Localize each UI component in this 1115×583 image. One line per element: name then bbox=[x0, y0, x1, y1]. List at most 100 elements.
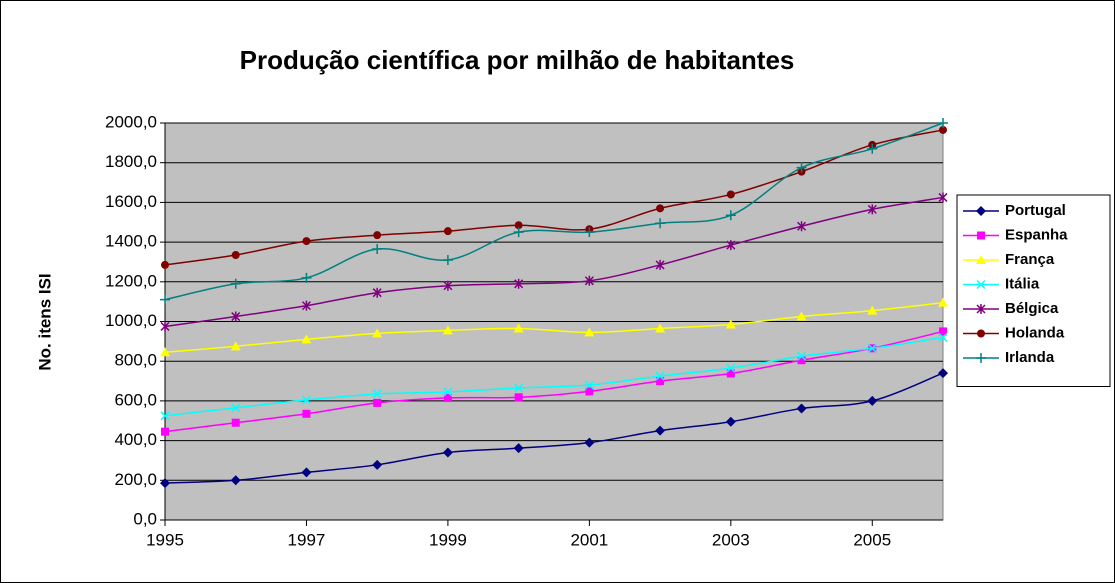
y-tick-label: 0,0 bbox=[133, 509, 157, 528]
series-line bbox=[164, 122, 944, 301]
legend-label: Irlanda bbox=[1005, 349, 1055, 366]
series-line bbox=[164, 196, 944, 328]
x-tick-label: 2005 bbox=[853, 530, 891, 549]
marker bbox=[372, 389, 382, 399]
marker bbox=[655, 259, 665, 270]
marker bbox=[726, 190, 735, 199]
marker bbox=[656, 377, 665, 386]
marker bbox=[513, 323, 524, 333]
y-tick-label: 1400,0 bbox=[105, 232, 157, 251]
marker bbox=[372, 287, 382, 298]
marker bbox=[301, 272, 312, 283]
marker bbox=[867, 204, 877, 215]
legend-box bbox=[956, 194, 1111, 387]
marker bbox=[514, 278, 524, 289]
y-axis-label: No. itens ISI bbox=[35, 273, 54, 370]
marker bbox=[797, 356, 806, 365]
legend-label: Bélgica bbox=[1005, 300, 1059, 317]
marker bbox=[373, 231, 382, 240]
marker bbox=[725, 319, 736, 329]
x-tick-label: 2001 bbox=[570, 530, 608, 549]
marker bbox=[867, 395, 878, 406]
marker bbox=[938, 118, 948, 128]
legend-label: França bbox=[1005, 251, 1055, 268]
marker bbox=[301, 395, 311, 405]
marker bbox=[160, 478, 170, 489]
marker bbox=[867, 143, 878, 154]
marker bbox=[725, 210, 736, 221]
marker bbox=[938, 332, 948, 342]
marker bbox=[976, 255, 986, 264]
marker bbox=[372, 459, 383, 470]
series-line bbox=[164, 336, 944, 417]
marker bbox=[230, 278, 241, 289]
marker bbox=[443, 387, 453, 397]
marker bbox=[442, 254, 453, 265]
marker bbox=[939, 327, 947, 336]
marker bbox=[443, 227, 452, 236]
marker bbox=[797, 351, 807, 361]
marker bbox=[796, 311, 807, 321]
marker bbox=[301, 300, 311, 311]
marker bbox=[584, 227, 595, 238]
marker bbox=[655, 425, 666, 436]
marker bbox=[301, 334, 312, 344]
marker bbox=[231, 251, 240, 260]
marker bbox=[655, 218, 666, 229]
marker bbox=[655, 371, 665, 381]
marker bbox=[231, 403, 241, 413]
marker bbox=[584, 380, 594, 390]
marker bbox=[726, 240, 736, 251]
marker bbox=[796, 403, 807, 414]
marker bbox=[514, 221, 523, 230]
marker bbox=[585, 387, 594, 396]
marker bbox=[514, 393, 523, 402]
marker bbox=[976, 206, 986, 216]
series-line bbox=[164, 301, 944, 354]
y-tick-label: 1600,0 bbox=[105, 192, 157, 211]
marker bbox=[584, 327, 595, 337]
marker bbox=[161, 427, 169, 436]
marker bbox=[301, 467, 312, 478]
marker bbox=[938, 192, 948, 203]
marker bbox=[976, 279, 986, 290]
marker bbox=[976, 304, 986, 314]
marker bbox=[656, 204, 665, 213]
marker bbox=[442, 325, 453, 335]
legend-label: Portugal bbox=[1005, 202, 1066, 219]
y-tick-label: 800,0 bbox=[114, 351, 157, 370]
marker bbox=[302, 409, 311, 418]
marker bbox=[513, 443, 524, 454]
x-tick-label: 1997 bbox=[288, 530, 326, 549]
marker bbox=[726, 363, 736, 373]
series-line bbox=[164, 372, 944, 484]
series-line bbox=[164, 129, 944, 266]
marker bbox=[302, 237, 311, 246]
marker bbox=[725, 416, 736, 427]
legend-label: Espanha bbox=[1005, 226, 1068, 243]
marker bbox=[372, 328, 383, 338]
y-tick-label: 1200,0 bbox=[105, 271, 157, 290]
marker bbox=[160, 321, 170, 332]
marker bbox=[726, 369, 735, 378]
marker bbox=[231, 311, 241, 322]
y-tick-label: 600,0 bbox=[114, 390, 157, 409]
marker bbox=[514, 383, 524, 393]
marker bbox=[443, 393, 452, 402]
marker bbox=[796, 162, 807, 173]
marker bbox=[938, 368, 948, 379]
x-tick-label: 1999 bbox=[429, 530, 467, 549]
marker bbox=[443, 280, 453, 291]
series-line bbox=[164, 330, 944, 433]
marker bbox=[160, 294, 170, 305]
marker bbox=[442, 447, 453, 458]
marker bbox=[867, 305, 878, 315]
marker bbox=[938, 297, 948, 307]
marker bbox=[372, 244, 383, 255]
marker bbox=[230, 475, 241, 486]
chart-title: Produção científica por milhão de habita… bbox=[240, 45, 795, 75]
marker bbox=[977, 329, 985, 338]
y-tick-label: 1800,0 bbox=[105, 152, 157, 171]
y-tick-label: 2000,0 bbox=[105, 112, 157, 131]
